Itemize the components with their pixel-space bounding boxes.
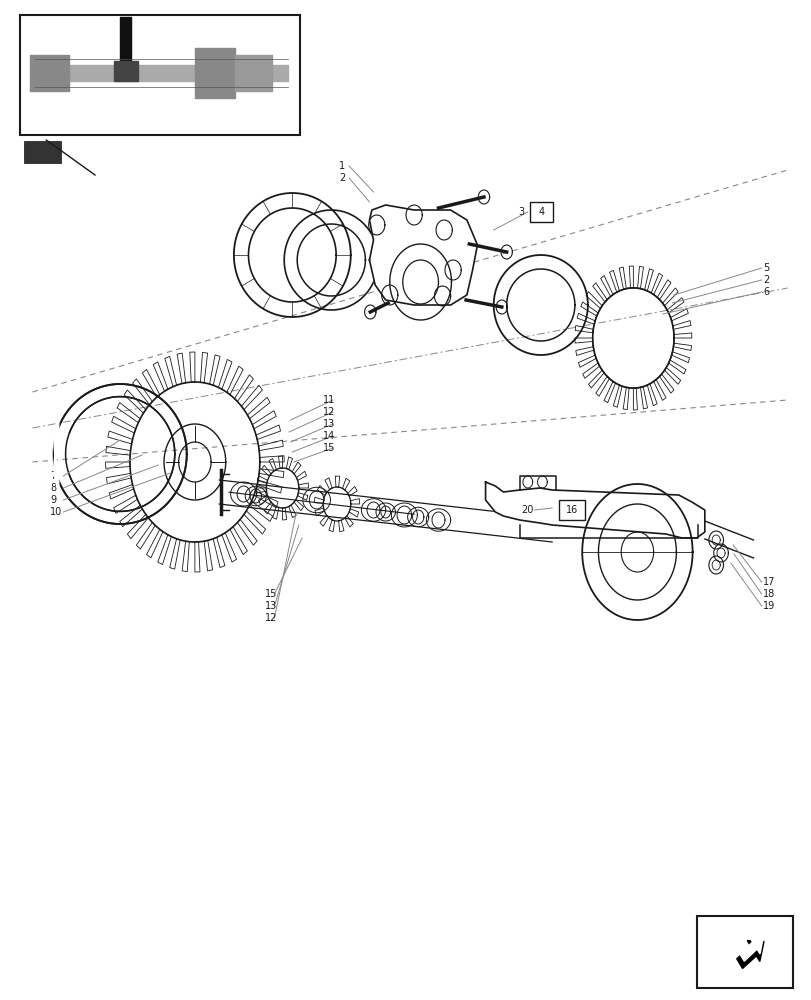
Text: 16: 16: [565, 505, 578, 515]
FancyArrow shape: [739, 937, 762, 961]
Text: 12: 12: [264, 613, 277, 623]
Bar: [559, 500, 585, 520]
Text: 13: 13: [264, 601, 277, 611]
Text: 5: 5: [762, 263, 769, 273]
Text: 3: 3: [517, 207, 524, 217]
Bar: [20, 15, 300, 135]
Text: 13: 13: [323, 419, 335, 429]
Text: 4: 4: [538, 207, 544, 217]
Text: 18: 18: [762, 589, 775, 599]
Text: 1: 1: [339, 161, 345, 171]
Text: 2: 2: [339, 173, 345, 183]
Bar: [530, 202, 552, 222]
Text: 9: 9: [50, 495, 57, 505]
Text: 7: 7: [50, 471, 57, 481]
Text: 15: 15: [264, 589, 277, 599]
Text: 10: 10: [50, 507, 62, 517]
Bar: [696, 916, 792, 988]
Text: 14: 14: [323, 431, 335, 441]
Text: 2: 2: [762, 275, 769, 285]
Polygon shape: [369, 205, 477, 305]
Text: 17: 17: [762, 577, 775, 587]
Polygon shape: [485, 482, 704, 538]
Text: 6: 6: [762, 287, 769, 297]
Text: 8: 8: [50, 483, 57, 493]
Text: 11: 11: [323, 395, 335, 405]
Bar: [24, 141, 61, 163]
Text: 12: 12: [323, 407, 335, 417]
Text: 19: 19: [762, 601, 775, 611]
FancyArrow shape: [736, 941, 763, 968]
Text: 20: 20: [521, 505, 533, 515]
Text: 15: 15: [323, 443, 335, 453]
